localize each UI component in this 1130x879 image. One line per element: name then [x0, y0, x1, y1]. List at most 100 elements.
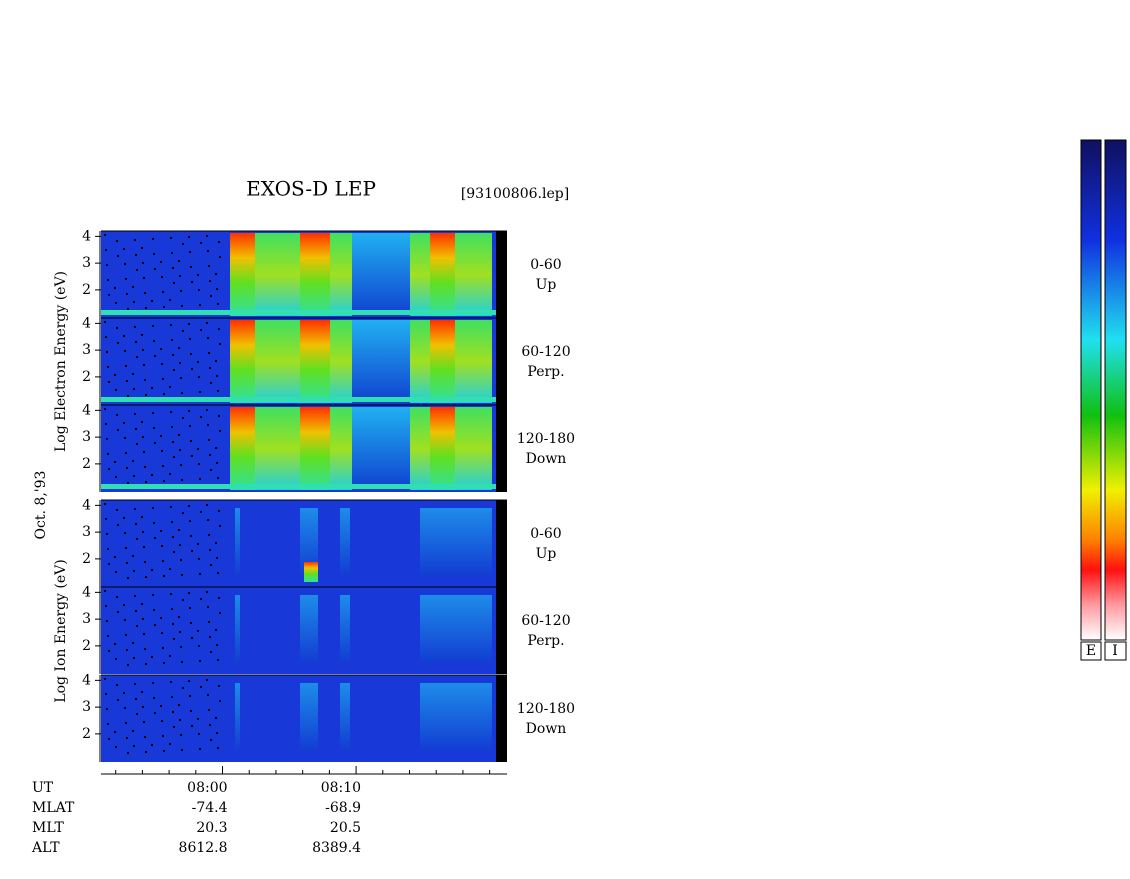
speckle	[179, 544, 181, 546]
speckle	[116, 596, 118, 598]
speckle	[162, 465, 164, 467]
panel-direction: Down	[526, 721, 567, 737]
speckle	[172, 536, 174, 538]
speckle	[125, 722, 127, 724]
speckle	[124, 263, 126, 265]
speckle	[114, 287, 116, 289]
speckle	[179, 362, 181, 364]
spectrogram-region	[420, 595, 492, 662]
speckle	[134, 508, 136, 510]
speckle	[132, 730, 134, 732]
speckle	[143, 633, 145, 635]
speckle	[169, 386, 171, 388]
speckle	[143, 721, 145, 723]
speckle	[144, 736, 146, 738]
speckle	[108, 650, 110, 652]
speckle	[210, 651, 212, 653]
info-value: 20.5	[330, 820, 361, 836]
y-tick-label: 4	[82, 672, 91, 688]
speckle	[104, 590, 106, 592]
speckle	[116, 327, 118, 329]
speckle	[215, 717, 217, 719]
speckle	[197, 448, 199, 450]
speckle	[104, 234, 106, 236]
speckle	[160, 348, 162, 350]
spectrogram-region	[330, 320, 352, 403]
speckle	[173, 456, 175, 458]
speckle	[136, 269, 138, 271]
speckle	[170, 506, 172, 508]
speckle	[143, 364, 145, 366]
panel-angle: 120-180	[517, 431, 575, 447]
speckle	[200, 511, 202, 513]
speckle	[108, 294, 110, 296]
speckle	[210, 564, 212, 566]
spectrogram-region	[230, 407, 255, 490]
speckle	[126, 737, 128, 739]
spectrogram-region	[304, 562, 318, 582]
speckle	[162, 735, 164, 737]
speckle	[124, 532, 126, 534]
spectrogram-region	[410, 233, 430, 316]
spectrogram-region	[230, 320, 255, 403]
speckle	[151, 387, 153, 389]
speckle	[197, 630, 199, 632]
speckle	[163, 393, 165, 395]
speckle	[152, 238, 154, 240]
speckle	[124, 437, 126, 439]
speckle	[217, 303, 219, 305]
info-value: -68.9	[325, 800, 361, 816]
speckle	[215, 447, 217, 449]
speckle	[219, 343, 221, 345]
speckle	[134, 683, 136, 685]
speckle	[198, 463, 200, 465]
speckle	[123, 248, 125, 250]
speckle	[145, 576, 147, 578]
speckle	[144, 466, 146, 468]
speckle	[179, 631, 181, 633]
speckle	[153, 522, 155, 524]
y-tick-label: 2	[82, 551, 91, 567]
speckle	[178, 529, 180, 531]
speckle	[162, 291, 164, 293]
speckle	[127, 577, 129, 579]
speckle	[125, 278, 127, 280]
y-tick-label: 3	[82, 524, 91, 540]
speckle	[106, 438, 108, 440]
speckle	[161, 450, 163, 452]
speckle	[219, 256, 221, 258]
speckle	[141, 603, 143, 605]
speckle	[172, 441, 174, 443]
speckle	[170, 324, 172, 326]
speckle	[197, 543, 199, 545]
speckle	[105, 336, 107, 338]
speckle	[219, 700, 221, 702]
speckle	[198, 645, 200, 647]
speckle	[126, 467, 128, 469]
speckle	[207, 519, 209, 521]
speckle	[210, 382, 212, 384]
speckle	[161, 632, 163, 634]
speckle	[132, 642, 134, 644]
speckle	[133, 745, 135, 747]
speckle	[180, 559, 182, 561]
speckle	[172, 267, 174, 269]
speckle	[145, 751, 147, 753]
speckle	[209, 280, 211, 282]
speckle	[154, 442, 156, 444]
speckle	[153, 697, 155, 699]
speckle	[162, 647, 164, 649]
spectrogram-region	[420, 508, 492, 575]
speckle	[181, 574, 183, 576]
speckle	[154, 268, 156, 270]
speckle	[117, 699, 119, 701]
info-value: 8389.4	[312, 840, 361, 856]
speckle	[107, 635, 109, 637]
speckle	[172, 354, 174, 356]
speckle	[217, 477, 219, 479]
speckle	[199, 748, 201, 750]
spectrogram-region	[352, 233, 410, 316]
speckle	[206, 235, 208, 237]
speckle	[134, 326, 136, 328]
speckle	[106, 708, 108, 710]
